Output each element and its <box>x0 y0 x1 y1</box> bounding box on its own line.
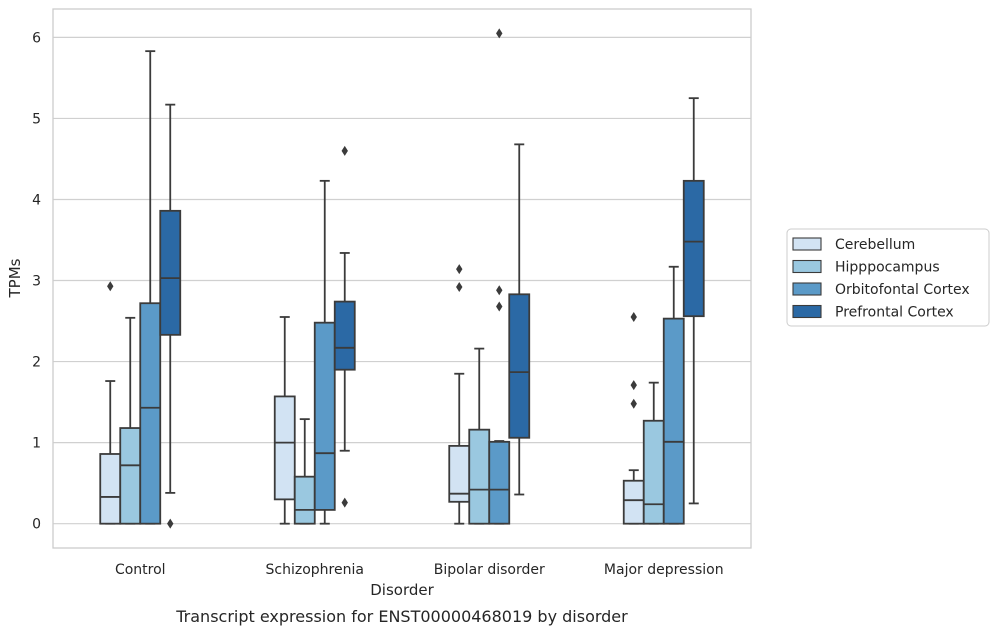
box-orbitofontal-cortex-2 <box>488 28 511 525</box>
legend-label-prefrontal-cortex: Prefrontal Cortex <box>835 305 954 321</box>
y-tick-label-6: 6 <box>32 30 41 46</box>
legend-swatch-orbitofontal-cortex <box>792 282 822 296</box>
outlier-point <box>496 285 503 296</box>
box-iqr <box>119 427 142 525</box>
box-orbitofontal-cortex-3 <box>662 265 685 525</box>
legend-label-cerebellum: Cerebellum <box>835 237 915 253</box>
box-iqr <box>468 428 491 525</box>
x-tick-label-control: Control <box>115 562 166 578</box>
box-iqr <box>139 302 162 525</box>
y-tick-label-4: 4 <box>32 192 41 208</box>
y-tick-label-2: 2 <box>32 355 41 371</box>
box-orbitofontal-cortex-0 <box>139 50 162 525</box>
y-tick-labels: 0 1 2 3 4 5 6 <box>32 30 41 532</box>
box-orbitofontal-cortex-1 <box>313 179 336 525</box>
y-tick-label-1: 1 <box>32 436 41 452</box>
outlier-point <box>341 145 348 156</box>
outlier-point <box>107 281 114 292</box>
box-iqr <box>273 395 296 501</box>
outlier-point <box>167 518 174 529</box>
box-iqr <box>622 479 645 525</box>
box-cerebellum-2 <box>448 264 471 525</box>
box-iqr <box>488 440 511 525</box>
outlier-point <box>341 497 348 508</box>
x-tick-label-schizophrenia: Schizophrenia <box>266 562 364 578</box>
plot-frame <box>52 8 752 549</box>
y-tick-label-5: 5 <box>32 111 41 127</box>
legend-swatch-cerebellum <box>792 237 822 251</box>
legend-frame <box>786 228 990 327</box>
outlier-point <box>456 282 463 293</box>
legend: Cerebellum Hipppocampus Orbitofontal Corte… <box>786 228 990 327</box>
legend-swatch-hipppocampus <box>792 259 822 274</box>
box-iqr <box>642 419 665 525</box>
x-axis-title: Disorder <box>370 581 434 599</box>
box-hipppocampus-1 <box>293 418 316 525</box>
box-hipppocampus-0 <box>119 316 142 525</box>
box-prefrontal-cortex-1 <box>333 145 356 508</box>
box-cerebellum-1 <box>273 316 296 525</box>
box-iqr <box>159 209 182 336</box>
box-groups <box>99 28 705 529</box>
outlier-point <box>630 380 637 391</box>
box-iqr <box>313 321 336 511</box>
y-tick-label-0: 0 <box>32 517 41 533</box>
legend-swatch-prefrontal-cortex <box>792 304 822 319</box>
legend-label-hipppocampus: Hipppocampus <box>835 260 940 276</box>
x-tick-label-bipolar-disorder: Bipolar disorder <box>434 562 545 578</box>
box-iqr <box>508 293 531 439</box>
y-axis-title: TPMs <box>6 258 24 298</box>
box-prefrontal-cortex-3 <box>682 97 705 505</box>
box-cerebellum-3 <box>622 312 645 525</box>
outlier-point <box>496 301 503 312</box>
box-hipppocampus-3 <box>642 381 665 525</box>
chart-caption: Transcript expression for ENST0000046801… <box>175 607 628 626</box>
outlier-point <box>456 264 463 275</box>
box-iqr <box>293 475 316 525</box>
outlier-point <box>496 28 503 39</box>
box-prefrontal-cortex-2 <box>508 143 531 496</box>
x-tick-label-major-depression: Major depression <box>604 562 724 578</box>
legend-label-orbitofontal-cortex: Orbitofontal Cortex <box>835 282 970 298</box>
outlier-point <box>630 312 637 322</box>
box-prefrontal-cortex-0 <box>159 103 182 529</box>
y-tick-label-3: 3 <box>32 274 41 290</box>
outlier-point <box>630 398 637 409</box>
box-iqr <box>333 300 356 371</box>
x-tick-labels: Control Schizophrenia Bipolar disorder Majo… <box>115 562 724 578</box>
box-cerebellum-0 <box>99 281 122 525</box>
box-iqr <box>99 453 122 525</box>
box-iqr <box>682 179 705 318</box>
box-iqr <box>662 317 685 525</box>
